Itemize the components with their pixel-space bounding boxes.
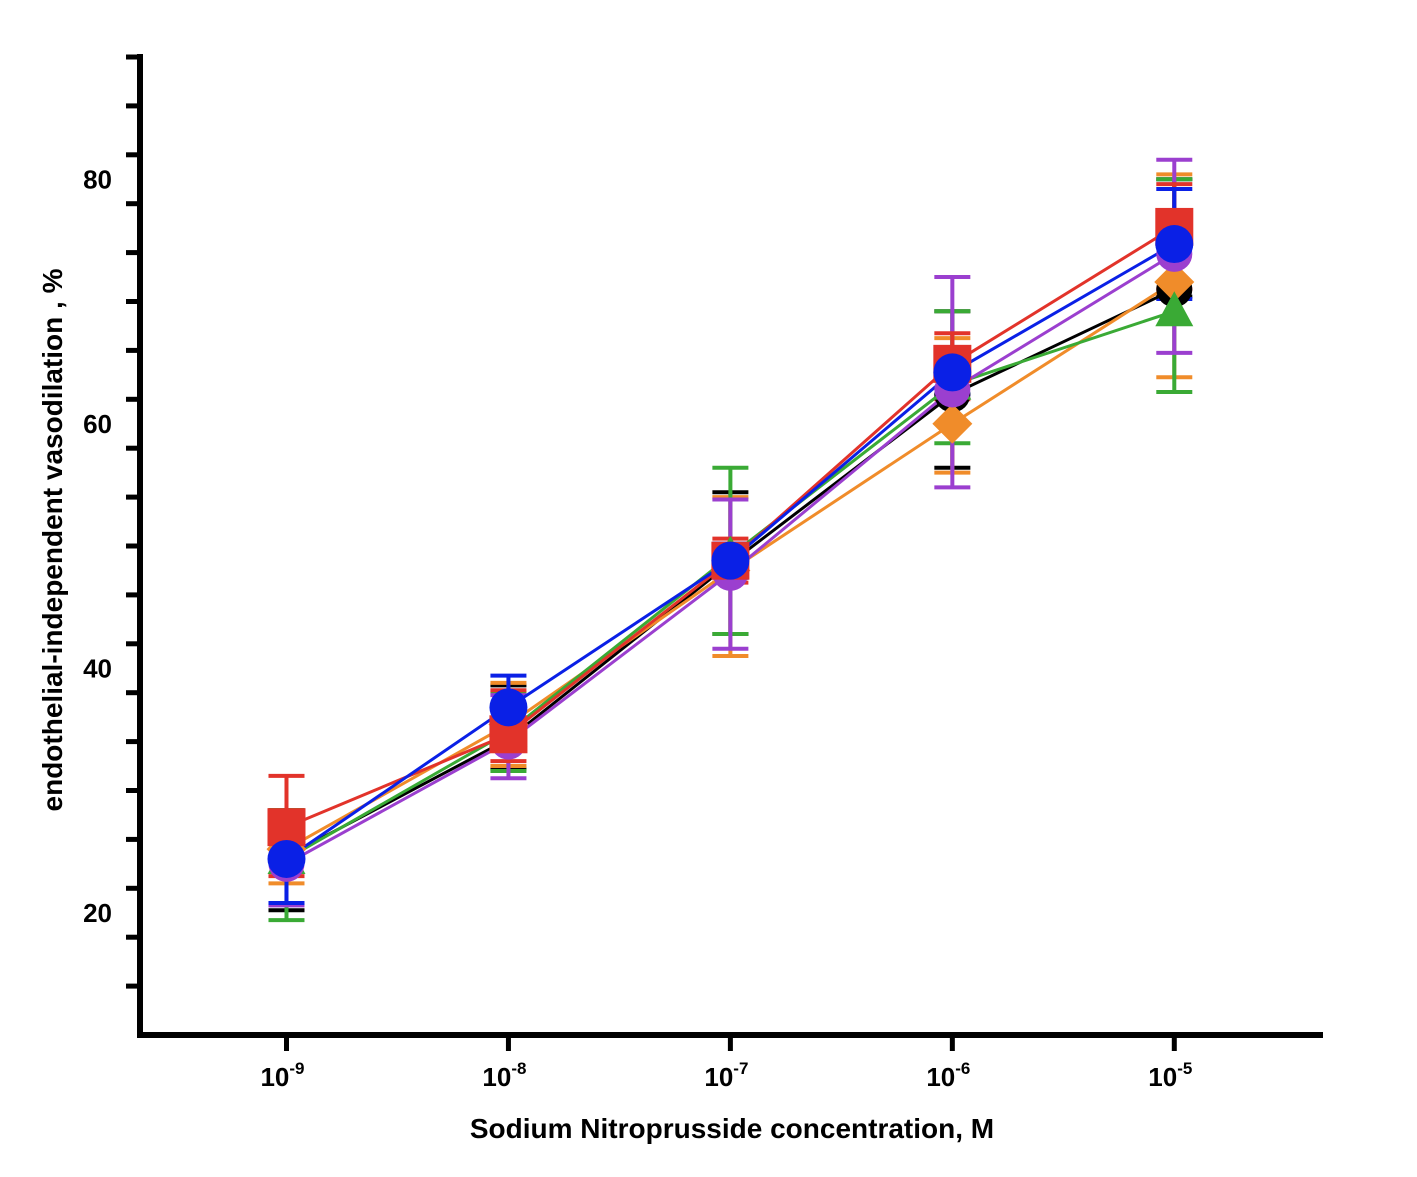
x-tick-exponent: -5 bbox=[1177, 1059, 1192, 1078]
y-ticks: 20 40 60 80 bbox=[83, 54, 140, 989]
y-axis-title: endothelial-independent vasodilation , % bbox=[37, 268, 68, 811]
x-tick-base: 10 bbox=[260, 1062, 289, 1092]
x-tick-base: 10 bbox=[926, 1062, 955, 1092]
data-point bbox=[1154, 261, 1195, 302]
x-tick-label: 10-7 bbox=[704, 1059, 748, 1092]
x-tick-label: 10-6 bbox=[926, 1059, 970, 1092]
y-tick-label: 80 bbox=[83, 164, 112, 194]
x-tick-label: 10-9 bbox=[260, 1059, 304, 1092]
x-tick-label: 10-8 bbox=[482, 1059, 526, 1092]
data-point bbox=[932, 403, 973, 444]
x-tick-exponent: -9 bbox=[289, 1059, 304, 1078]
markers-blue bbox=[267, 225, 1194, 878]
data-point bbox=[267, 808, 306, 847]
data-point bbox=[1155, 225, 1194, 264]
y-tick-label: 20 bbox=[83, 898, 112, 928]
data-point bbox=[933, 353, 972, 392]
data-point bbox=[267, 839, 306, 878]
series-layer bbox=[266, 157, 1195, 923]
x-axis-title: Sodium Nitroprusside concentration, M bbox=[470, 1113, 994, 1144]
y-tick-label: 60 bbox=[83, 409, 112, 439]
x-tick-exponent: -6 bbox=[955, 1059, 970, 1078]
x-tick-base: 10 bbox=[482, 1062, 511, 1092]
data-point bbox=[1155, 291, 1194, 327]
x-tick-label: 10-5 bbox=[1148, 1059, 1192, 1092]
data-point bbox=[711, 541, 750, 580]
x-tick-base: 10 bbox=[704, 1062, 733, 1092]
x-tick-exponent: -8 bbox=[511, 1059, 526, 1078]
x-tick-base: 10 bbox=[1148, 1062, 1177, 1092]
y-tick-label: 40 bbox=[83, 653, 112, 683]
data-point bbox=[489, 688, 528, 727]
x-tick-exponent: -7 bbox=[733, 1059, 748, 1078]
x-ticks: 10-9 10-8 10-7 10-6 10-5 bbox=[260, 1035, 1192, 1092]
